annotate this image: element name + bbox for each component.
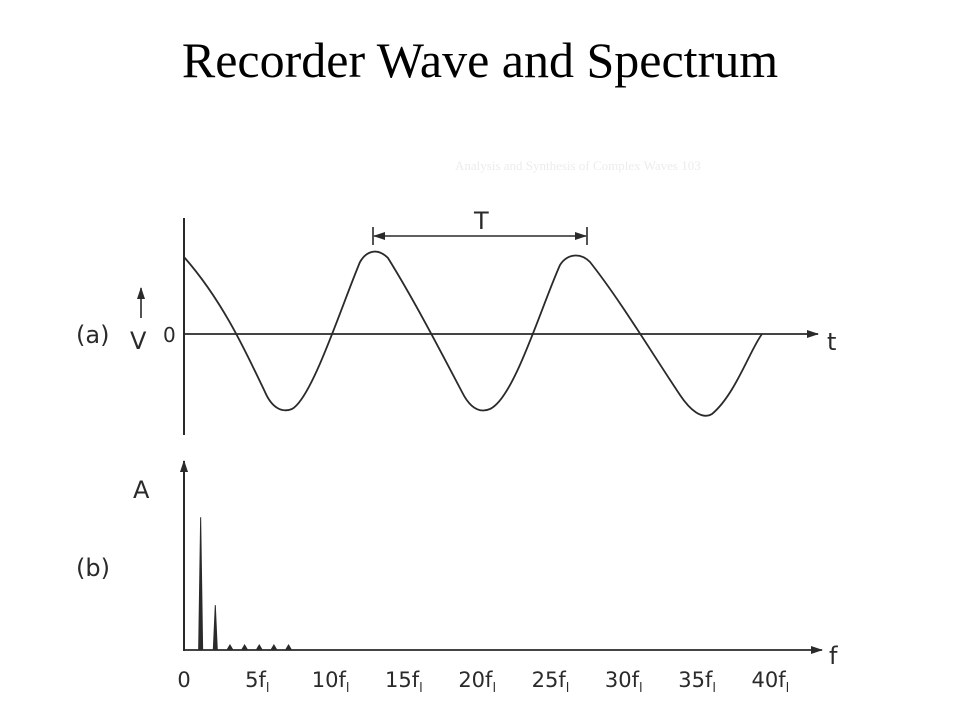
harmonic-line-1 <box>198 517 204 651</box>
harmonic-line-7 <box>284 644 293 651</box>
harmonic-line-2 <box>212 605 218 651</box>
panel-b-label: (b) <box>76 554 110 582</box>
harmonic-line-6 <box>270 644 278 651</box>
panel-a-label: (a) <box>76 321 109 349</box>
harmonic-line-5 <box>255 644 264 651</box>
freq-tick-label-1: 5fl <box>245 668 269 696</box>
freq-tick-label-3: 15fl <box>385 668 423 696</box>
period-label: T <box>473 207 489 235</box>
freq-tick-label-5: 25fl <box>532 668 570 696</box>
freq-tick-label-0: 0 <box>177 668 190 692</box>
recorder-waveform <box>183 250 763 417</box>
spectrum-lines <box>198 517 293 651</box>
freq-tick-label-2: 10fl <box>312 668 350 696</box>
panel-a: (a) V 0 t T <box>76 207 836 435</box>
freq-tick-label-8: 40fl <box>752 668 790 696</box>
harmonic-line-3 <box>226 644 234 651</box>
slide-title: Recorder Wave and Spectrum <box>181 32 779 88</box>
v-axis-label: V <box>130 327 147 355</box>
freq-tick-label-7: 35fl <box>678 668 716 696</box>
zero-label: 0 <box>163 323 176 347</box>
harmonic-line-4 <box>240 644 249 651</box>
panel-b: (b) A f 0 5fl 10fl 15fl 20fl 25fl 30fl 35fl 40fl <box>76 460 838 696</box>
faint-caption: Analysis and Synthesis of Complex Waves … <box>455 158 701 173</box>
frequency-tick-labels: 0 5fl 10fl 15fl 20fl 25fl 30fl 35fl 40fl <box>177 668 789 696</box>
f-axis-label: f <box>829 642 838 670</box>
freq-tick-label-6: 30fl <box>605 668 643 696</box>
a-axis-label: A <box>133 476 150 504</box>
t-axis-label: t <box>827 328 836 356</box>
freq-tick-label-4: 20fl <box>458 668 496 696</box>
